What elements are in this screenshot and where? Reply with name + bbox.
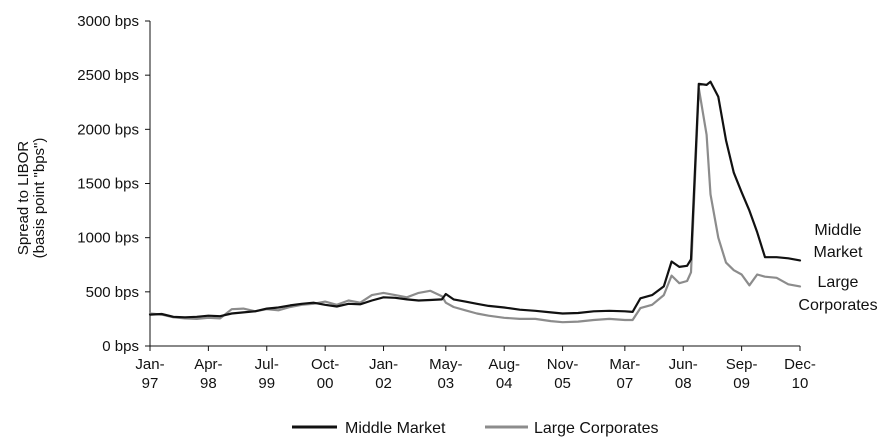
end-label: Middle bbox=[814, 222, 861, 239]
y-tick-label: 500 bps bbox=[86, 284, 139, 301]
x-tick-label: 04 bbox=[496, 375, 513, 392]
end-label: Market bbox=[814, 244, 863, 261]
end-label: Corporates bbox=[798, 297, 877, 314]
x-tick-label: Apr- bbox=[194, 356, 222, 373]
x-tick-label: Dec- bbox=[784, 356, 816, 373]
x-tick-label: Jan- bbox=[135, 356, 164, 373]
x-tick-label: Jan- bbox=[369, 356, 398, 373]
series-line-middle-market bbox=[148, 80, 802, 319]
legend: Middle Market Large Corporates bbox=[292, 420, 659, 437]
x-tick-label: 05 bbox=[554, 375, 571, 392]
y-tick-label: 2000 bps bbox=[77, 121, 139, 138]
x-tick-label: 10 bbox=[792, 375, 809, 392]
x-tick-label: 99 bbox=[258, 375, 275, 392]
y-tick-label: 1000 bps bbox=[77, 230, 139, 247]
y-tick-label: 0 bps bbox=[102, 338, 139, 355]
y-tick-label: 2500 bps bbox=[77, 67, 139, 84]
legend-label: Large Corporates bbox=[534, 420, 659, 437]
y-axis-title-line2: (basis point "bps") bbox=[31, 138, 48, 259]
x-tick-label: Nov- bbox=[547, 356, 579, 373]
x-tick-label: Sep- bbox=[726, 356, 758, 373]
x-tick-label: 09 bbox=[733, 375, 750, 392]
x-tick-label: 97 bbox=[142, 375, 159, 392]
x-tick-label: Jul- bbox=[255, 356, 279, 373]
x-tick-label: Aug- bbox=[488, 356, 520, 373]
y-axis: 0 bps 500 bps 1000 bps 1500 bps 2000 bps 2500… bbox=[77, 13, 151, 355]
legend-label: Middle Market bbox=[345, 420, 446, 437]
x-tick-label: 00 bbox=[317, 375, 334, 392]
x-tick-label: May- bbox=[429, 356, 462, 373]
x-tick-label: Mar- bbox=[609, 356, 640, 373]
x-tick-label: 03 bbox=[437, 375, 454, 392]
end-label: Large bbox=[818, 274, 859, 291]
y-tick-label: 3000 bps bbox=[77, 13, 139, 30]
x-tick-label: Oct- bbox=[311, 356, 339, 373]
series-layer bbox=[148, 80, 802, 324]
x-axis: Jan- 97 Apr- 98 Jul- 99 Oct- 00 Jan- 02 May- 03 Aug-… bbox=[135, 345, 816, 392]
y-axis-title-line1: Spread to LIBOR bbox=[15, 141, 32, 255]
x-tick-label: Jun- bbox=[669, 356, 698, 373]
x-tick-label: 02 bbox=[375, 375, 392, 392]
series-line-large-corporates bbox=[148, 87, 802, 324]
y-tick-label: 1500 bps bbox=[77, 176, 139, 193]
y-axis-title: Spread to LIBOR (basis point "bps") bbox=[15, 138, 48, 259]
x-tick-label: 07 bbox=[617, 375, 634, 392]
x-tick-label: 08 bbox=[675, 375, 692, 392]
end-labels: Middle Market Large Corporates bbox=[798, 222, 877, 314]
x-tick-label: 98 bbox=[200, 375, 217, 392]
